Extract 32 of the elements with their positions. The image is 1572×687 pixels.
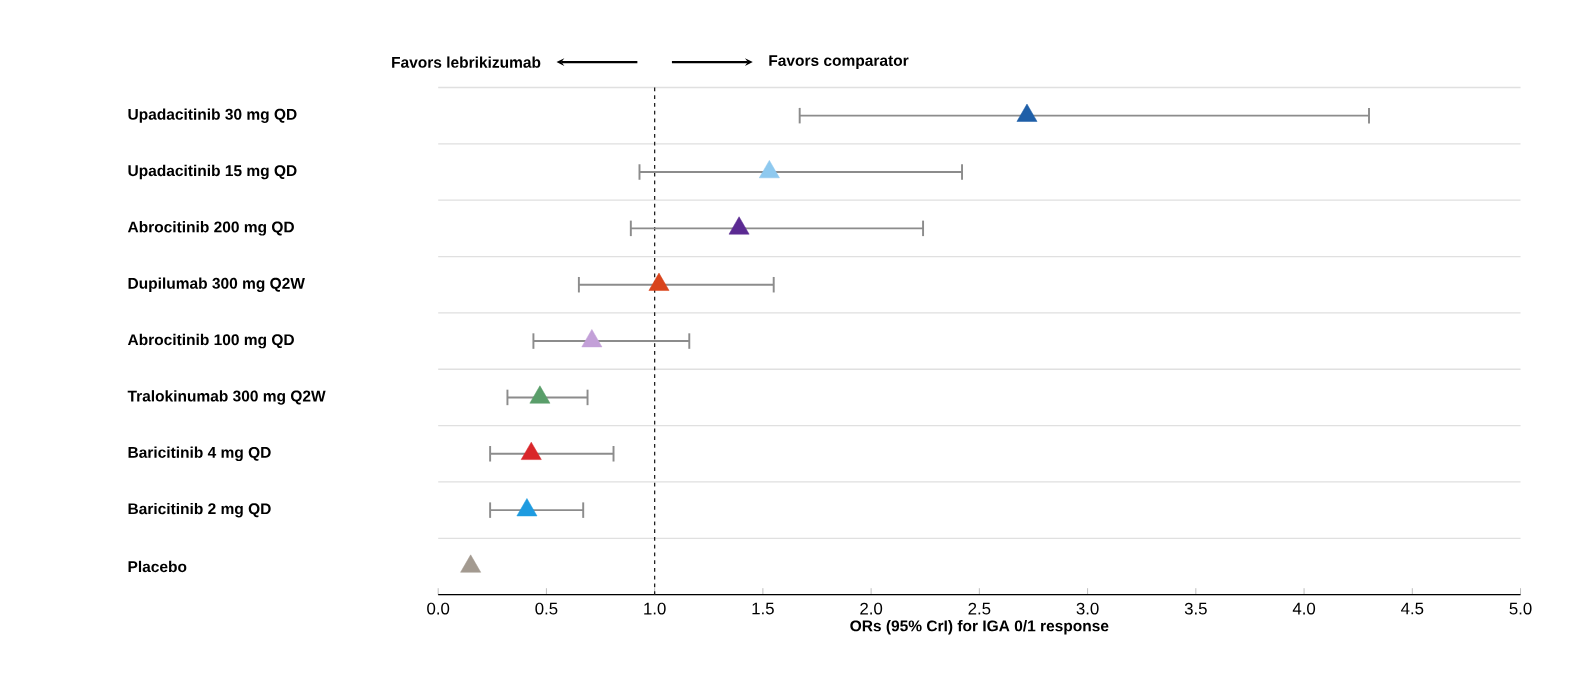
y-tick-label: Abrocitinib 100 mg QD [127, 334, 294, 349]
x-tick-label: 1.0 [644, 602, 666, 615]
y-tick-label: Tralokinumab 300 mg Q2W [127, 390, 326, 405]
y-tick-label: Upadacitinib 15 mg QD [128, 164, 297, 180]
x-tick-label: 0.5 [535, 602, 558, 615]
x-tick-label: 2.5 [968, 602, 991, 615]
x-tick-label: 2.0 [860, 602, 883, 615]
y-tick-label: Dupilumab 300 mg Q2W [128, 277, 305, 293]
y-tick-label: Upadacitinib 30 mg QD [128, 108, 297, 124]
x-tick-label: 3.0 [1076, 602, 1099, 615]
x-tick-label: 5.0 [1509, 602, 1532, 615]
y-tick-label: Baricitinib 2 mg QD [128, 503, 271, 518]
point [516, 498, 538, 517]
point [728, 216, 750, 235]
x-tick-label: 4.5 [1401, 602, 1424, 615]
y-tick-label: Baricitinib 4 mg QD [128, 446, 271, 462]
point [520, 442, 542, 461]
y-tick-label: Placebo [128, 561, 187, 573]
x-tick-label: 0.0 [427, 602, 450, 615]
y-tick-label: Abrocitinib 200 mg QD [127, 221, 294, 236]
point [648, 273, 670, 292]
point [460, 554, 481, 573]
point [759, 160, 780, 179]
x-axis-title: ORs (95% CrI) for IGA 0/1 response [850, 620, 1109, 635]
x-tick-label: 3.5 [1184, 602, 1207, 615]
text: Favors lebrikizumab [392, 56, 541, 69]
point [581, 329, 603, 348]
x-tick-label: 4.0 [1292, 602, 1316, 615]
point [1016, 104, 1038, 122]
point [529, 385, 551, 404]
x-tick-label: 1.5 [752, 602, 774, 615]
text: Favors comparator [769, 55, 909, 70]
